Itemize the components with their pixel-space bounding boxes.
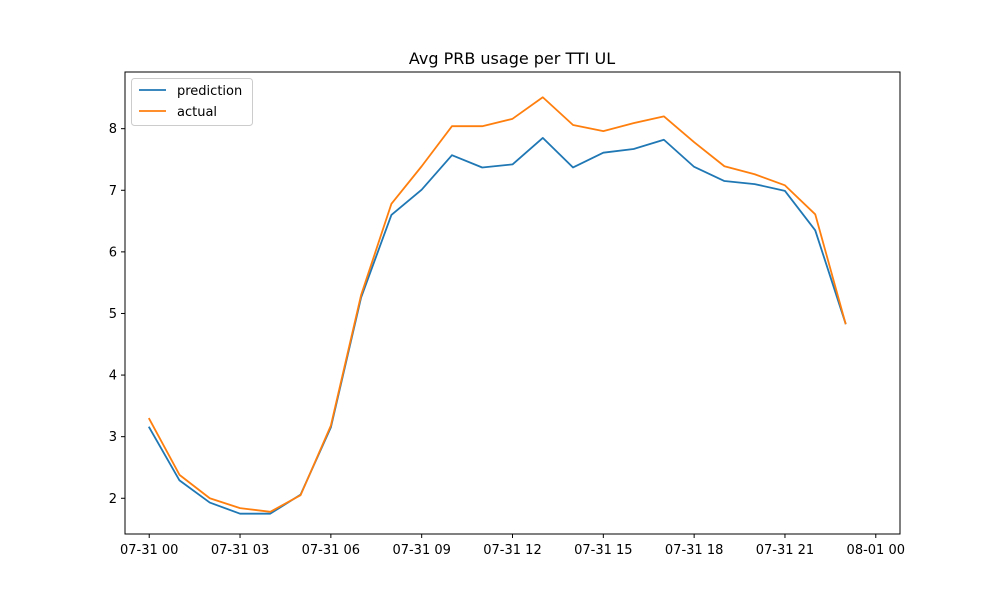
x-tick-label: 07-31 21 (756, 543, 814, 558)
legend: prediction actual (131, 78, 253, 126)
x-tick-label: 07-31 09 (392, 543, 450, 558)
legend-label-prediction: prediction (177, 84, 242, 99)
chart-title: Avg PRB usage per TTI UL (409, 49, 615, 68)
series-line-actual (148, 96, 847, 513)
y-tick-label: 3 (109, 430, 117, 445)
y-tick-label: 6 (109, 245, 117, 260)
x-tick-label: 07-31 00 (120, 543, 178, 558)
x-tick-label: 07-31 15 (574, 543, 632, 558)
x-tick-label: 08-01 00 (847, 543, 905, 558)
x-axis: 07-31 00 07-31 03 07-31 06 07-31 09 07-31 12… (120, 534, 905, 558)
plot-frame (124, 71, 901, 535)
x-tick-label: 07-31 06 (302, 543, 360, 558)
legend-label-actual: actual (177, 105, 217, 120)
x-tick-label: 07-31 12 (483, 543, 541, 558)
series-line-prediction (147, 137, 847, 515)
y-axis: 2 3 4 5 6 7 8 (109, 122, 125, 507)
y-tick-label: 7 (109, 184, 117, 199)
y-tick-label: 2 (109, 492, 117, 507)
y-tick-label: 8 (109, 122, 117, 137)
y-tick-label: 5 (109, 307, 117, 322)
x-tick-label: 07-31 18 (665, 543, 723, 558)
y-tick-label: 4 (109, 369, 117, 384)
x-tick-label: 07-31 03 (211, 543, 269, 558)
series-layer (147, 96, 847, 515)
